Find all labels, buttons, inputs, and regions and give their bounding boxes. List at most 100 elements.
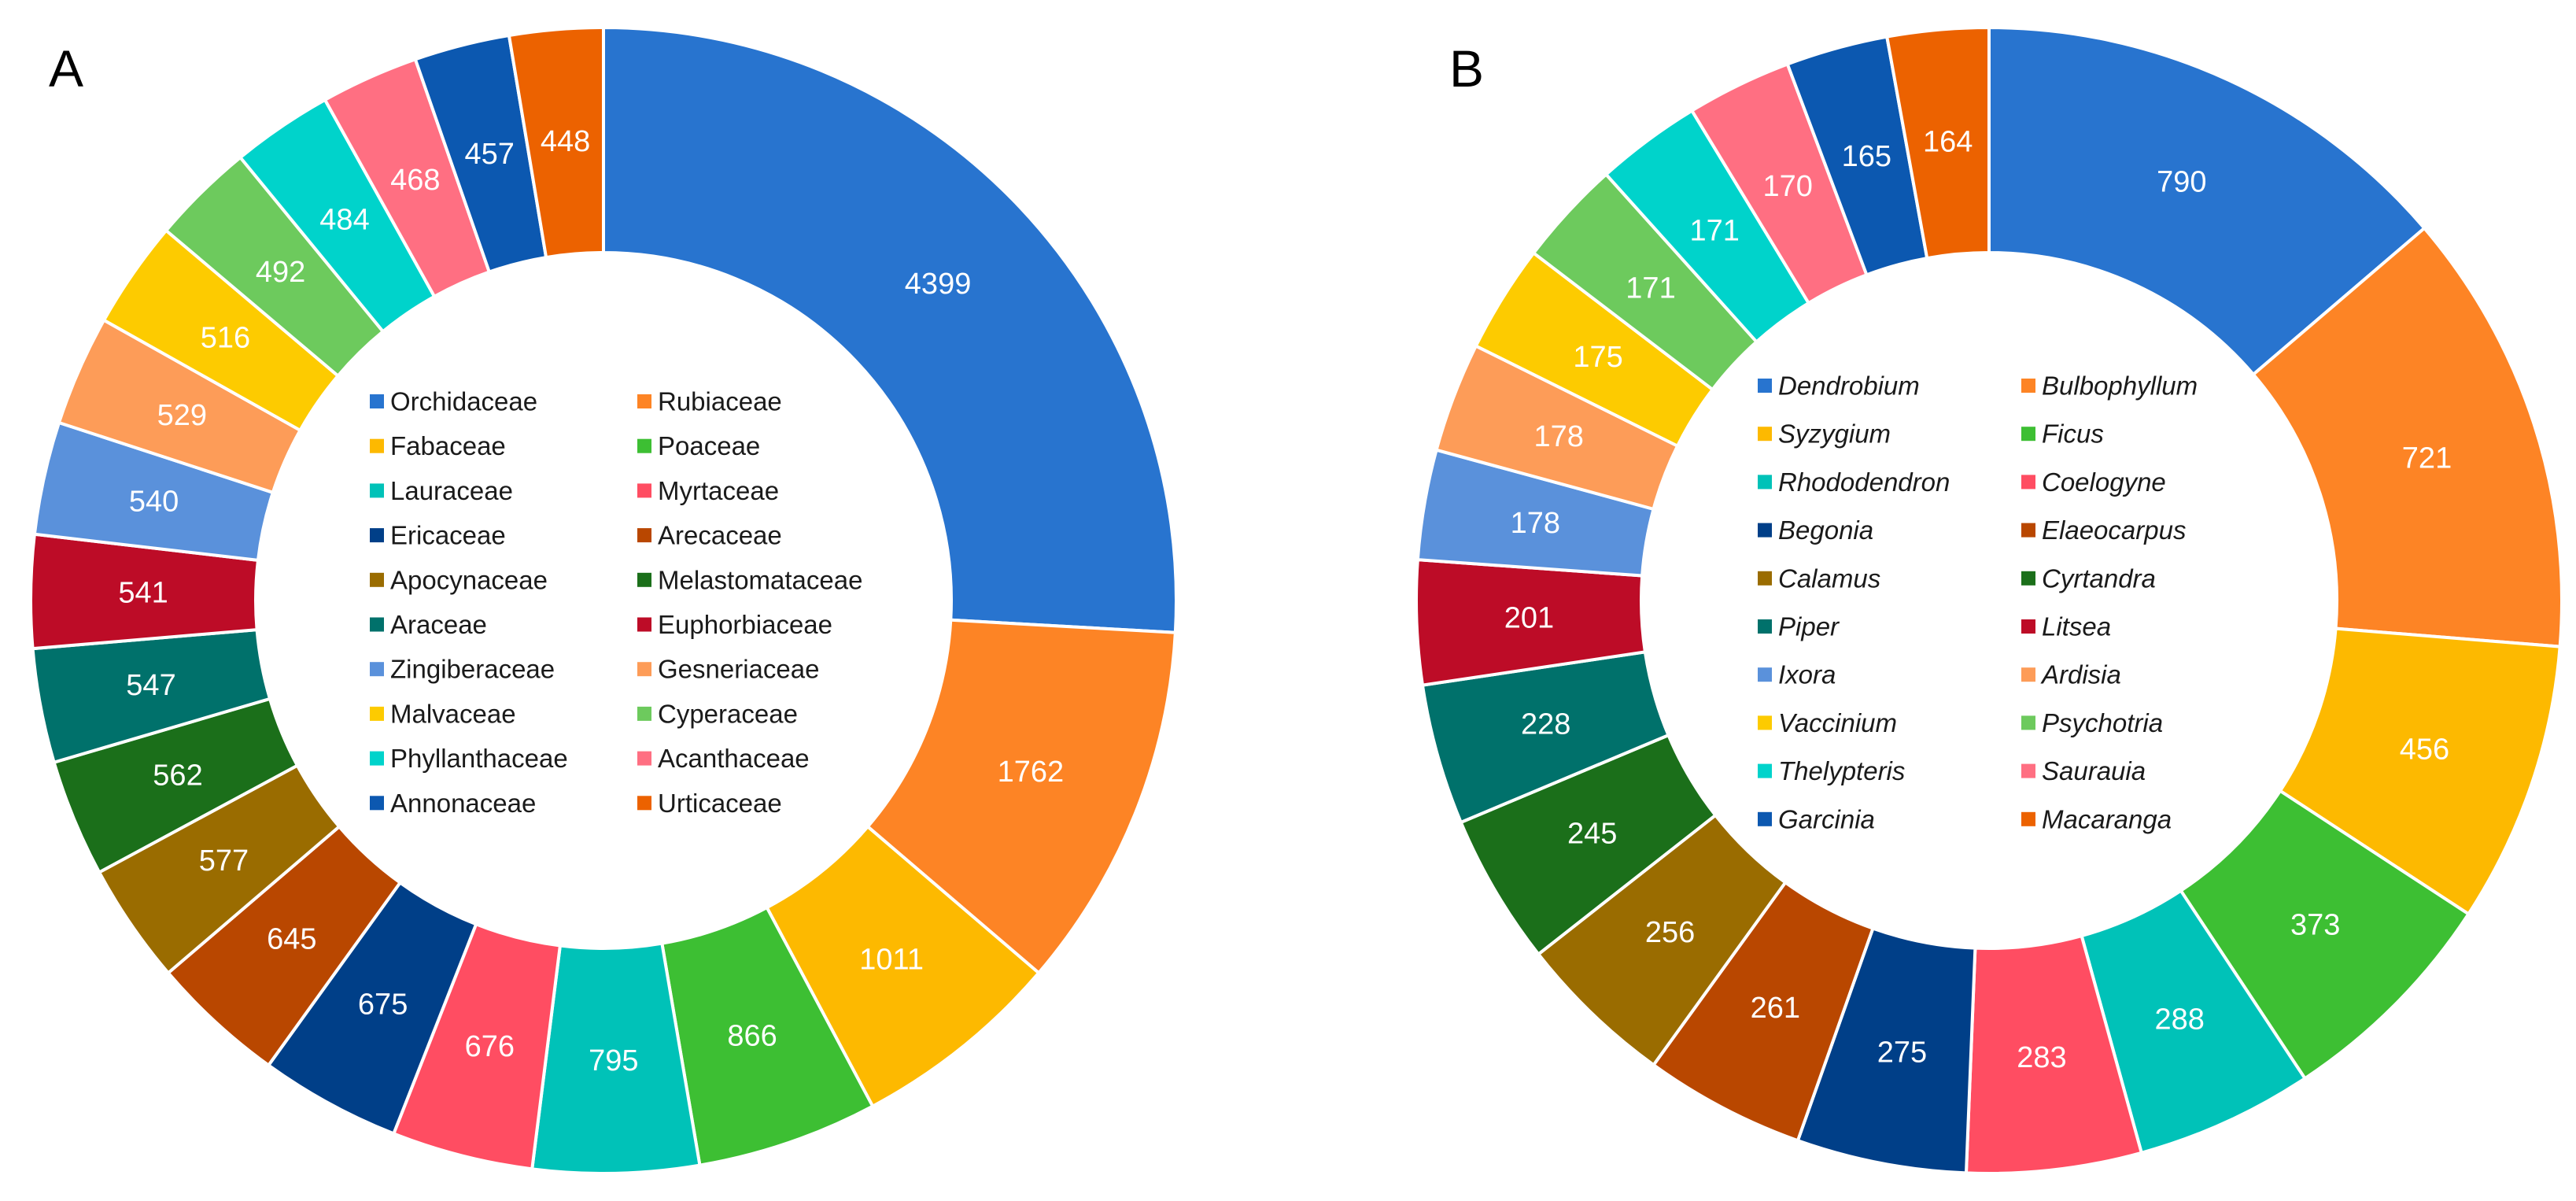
legend-label-orchidaceae: Orchidaceae bbox=[390, 387, 537, 416]
donut-chart-b: B 790 721 456 373 288 283 275 261 256 245 228 201 17… bbox=[1415, 25, 2563, 1175]
slice-orchidaceae bbox=[602, 25, 1178, 634]
slice-label-acanthaceae: 468 bbox=[390, 164, 440, 197]
slice-label-zingiberaceae: 540 bbox=[129, 486, 179, 519]
donut-chart-a: A 4399 1762 1011 866 795 676 675 645 577 562 547 54… bbox=[29, 25, 1178, 1175]
legend-label-cyrtandra: Cyrtandra bbox=[2042, 564, 2156, 593]
legend-swatch-ericaceae bbox=[370, 528, 384, 543]
slice-labels-a: 4399 1762 1011 866 795 676 675 645 577 562 547 541 5… bbox=[118, 125, 1064, 1077]
legend-swatch-bulbophyllum bbox=[2021, 379, 2035, 393]
legend-label-euphorbiaceae: Euphorbiaceae bbox=[658, 610, 832, 639]
legend-label-begonia: Begonia bbox=[1778, 516, 1873, 545]
slice-label-ardisia: 178 bbox=[1533, 420, 1583, 453]
slice-label-thelypteris: 171 bbox=[1689, 214, 1739, 247]
legend-swatch-ardisia bbox=[2021, 667, 2035, 682]
legend-swatch-litsea bbox=[2021, 619, 2035, 634]
legend-label-myrtaceae: Myrtaceae bbox=[658, 476, 779, 505]
legend-label-araceae: Araceae bbox=[390, 610, 487, 639]
legend-swatch-apocynaceae bbox=[370, 572, 384, 587]
slice-label-ericaceae: 675 bbox=[358, 988, 408, 1021]
legend-swatch-lauraceae bbox=[370, 483, 384, 498]
legend-swatch-phyllanthaceae bbox=[370, 751, 384, 766]
slice-label-bulbophyllum: 721 bbox=[2402, 442, 2452, 475]
slice-label-orchidaceae: 4399 bbox=[905, 268, 972, 301]
legend-label-fabaceae: Fabaceae bbox=[390, 431, 506, 460]
legend-label-garcinia: Garcinia bbox=[1778, 804, 1875, 833]
legend-label-urticaceae: Urticaceae bbox=[658, 789, 782, 818]
slice-label-vaccinium: 175 bbox=[1573, 341, 1622, 374]
legend-label-calamus: Calamus bbox=[1778, 564, 1880, 593]
slice-label-urticaceae: 448 bbox=[541, 125, 590, 158]
slice-label-cyrtandra: 245 bbox=[1567, 817, 1617, 850]
slice-label-phyllanthaceae: 484 bbox=[319, 203, 369, 236]
slice-label-dendrobium: 790 bbox=[2157, 166, 2206, 199]
slice-label-saurauia: 170 bbox=[1763, 170, 1813, 203]
panel-label-a: A bbox=[49, 39, 83, 98]
legend-label-rhododendron: Rhododendron bbox=[1778, 467, 1950, 497]
slice-label-begonia: 275 bbox=[1877, 1036, 1927, 1069]
slice-label-arecaceae: 645 bbox=[267, 922, 316, 955]
slice-label-coelogyne: 283 bbox=[2017, 1041, 2066, 1074]
legend-label-acanthaceae: Acanthaceae bbox=[658, 744, 810, 773]
legend-swatch-ixora bbox=[1758, 667, 1772, 682]
legend-label-lauraceae: Lauraceae bbox=[390, 476, 513, 505]
slice-label-calamus: 256 bbox=[1645, 916, 1695, 949]
legend-label-malvaceae: Malvaceae bbox=[390, 699, 516, 728]
legend-label-coelogyne: Coelogyne bbox=[2042, 467, 2166, 497]
legend-label-cyperaceae: Cyperaceae bbox=[658, 699, 798, 728]
legend-swatch-euphorbiaceae bbox=[637, 617, 651, 632]
legend-label-rubiaceae: Rubiaceae bbox=[658, 387, 782, 416]
slice-dendrobium bbox=[1987, 25, 2427, 377]
slice-bulbophyllum bbox=[2251, 226, 2563, 649]
slice-label-annonaceae: 457 bbox=[464, 138, 514, 171]
legend-swatch-coelogyne bbox=[2021, 475, 2035, 490]
slice-label-macaranga: 164 bbox=[1923, 125, 1973, 158]
legend-label-dendrobium: Dendrobium bbox=[1778, 371, 1920, 401]
legend-swatch-thelypteris bbox=[1758, 763, 1772, 778]
legend-label-piper: Piper bbox=[1778, 612, 1840, 641]
legend-swatch-garcinia bbox=[1758, 811, 1772, 826]
legend-label-bulbophyllum: Bulbophyllum bbox=[2042, 371, 2198, 401]
slice-label-ixora: 178 bbox=[1511, 507, 1560, 540]
slice-label-psychotria: 171 bbox=[1626, 272, 1675, 305]
panel-label-b: B bbox=[1449, 39, 1484, 98]
legend-label-phyllanthaceae: Phyllanthaceae bbox=[390, 744, 568, 773]
legend-swatch-zingiberaceae bbox=[370, 662, 384, 677]
legend-label-thelypteris: Thelypteris bbox=[1778, 756, 1905, 785]
slice-label-litsea: 201 bbox=[1504, 602, 1554, 635]
legend-swatch-annonaceae bbox=[370, 796, 384, 811]
legend-swatch-poaceae bbox=[637, 438, 651, 453]
legend-swatch-cyperaceae bbox=[637, 706, 651, 721]
slice-label-rubiaceae: 1762 bbox=[998, 756, 1065, 789]
slice-label-garcinia: 165 bbox=[1842, 140, 1891, 173]
slice-label-gesneriaceae: 529 bbox=[157, 399, 207, 432]
slice-label-lauraceae: 795 bbox=[589, 1044, 638, 1077]
legend-swatch-orchidaceae bbox=[370, 394, 384, 408]
legend-label-poaceae: Poaceae bbox=[658, 431, 760, 460]
legend-swatch-myrtaceae bbox=[637, 483, 651, 498]
legend-swatch-rubiaceae bbox=[637, 394, 651, 408]
legend-label-ardisia: Ardisia bbox=[2040, 660, 2121, 689]
legend-swatch-gesneriaceae bbox=[637, 662, 651, 677]
legend-swatch-psychotria bbox=[2021, 715, 2035, 730]
legend-label-ericaceae: Ericaceae bbox=[390, 521, 506, 550]
slice-label-araceae: 547 bbox=[126, 669, 175, 702]
slice-label-apocynaceae: 577 bbox=[199, 844, 249, 878]
legend-label-syzygium: Syzygium bbox=[1778, 419, 1891, 449]
legend-swatch-saurauia bbox=[2021, 763, 2035, 778]
legend-label-annonaceae: Annonaceae bbox=[390, 789, 536, 818]
legend-swatch-fabaceae bbox=[370, 438, 384, 453]
legend-swatch-begonia bbox=[1758, 523, 1772, 538]
legend-label-psychotria: Psychotria bbox=[2042, 708, 2163, 737]
slice-label-euphorbiaceae: 541 bbox=[118, 577, 168, 610]
slices-b bbox=[1415, 25, 2563, 1175]
legend-label-ficus: Ficus bbox=[2042, 419, 2104, 449]
legend-swatch-cyrtandra bbox=[2021, 571, 2035, 586]
legend-label-saurauia: Saurauia bbox=[2042, 756, 2146, 785]
legend-swatch-elaeocarpus bbox=[2021, 523, 2035, 538]
slice-label-poaceae: 866 bbox=[727, 1020, 777, 1053]
slice-label-ficus: 373 bbox=[2290, 909, 2340, 942]
legend-swatch-dendrobium bbox=[1758, 379, 1772, 393]
slice-rubiaceae bbox=[865, 618, 1177, 976]
slice-label-elaeocarpus: 261 bbox=[1751, 992, 1800, 1025]
